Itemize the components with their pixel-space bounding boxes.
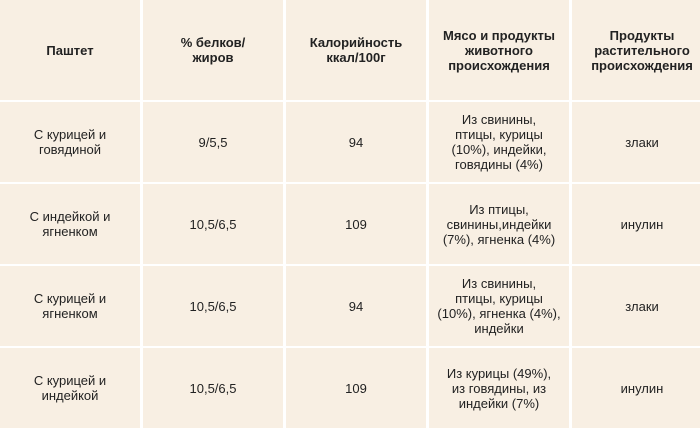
table-cell-pate: С индейкой и ягненком [0, 184, 140, 264]
table-cell-pate: С курицей и говядиной [0, 102, 140, 182]
table-cell-animal-products: Из курицы (49%), из говядины, из индейки… [429, 348, 569, 428]
table-cell-protein-fat: 10,5/6,5 [143, 184, 283, 264]
table-cell-pate: С курицей и ягненком [0, 266, 140, 346]
table-cell-calories: 109 [286, 348, 426, 428]
table-cell-plant-products: злаки [572, 266, 700, 346]
table-cell-pate: С курицей и индейкой [0, 348, 140, 428]
header-plant-products: Продукты растительного происхождения [572, 0, 700, 100]
table-cell-calories: 94 [286, 266, 426, 346]
table-cell-plant-products: инулин [572, 348, 700, 428]
table-cell-plant-products: злаки [572, 102, 700, 182]
header-calories: Калорийность ккал/100г [286, 0, 426, 100]
table-cell-animal-products: Из свинины, птицы, курицы (10%), индейки… [429, 102, 569, 182]
table-cell-protein-fat: 9/5,5 [143, 102, 283, 182]
table-cell-animal-products: Из свинины, птицы, курицы (10%), ягненка… [429, 266, 569, 346]
header-animal-products: Мясо и продукты животного происхождения [429, 0, 569, 100]
table-cell-animal-products: Из птицы, свинины,индейки (7%), ягненка … [429, 184, 569, 264]
header-pate: Паштет [0, 0, 140, 100]
table-cell-plant-products: инулин [572, 184, 700, 264]
table-cell-protein-fat: 10,5/6,5 [143, 266, 283, 346]
header-protein-fat: % белков/ жиров [143, 0, 283, 100]
table-cell-calories: 94 [286, 102, 426, 182]
table-cell-calories: 109 [286, 184, 426, 264]
table-cell-protein-fat: 10,5/6,5 [143, 348, 283, 428]
